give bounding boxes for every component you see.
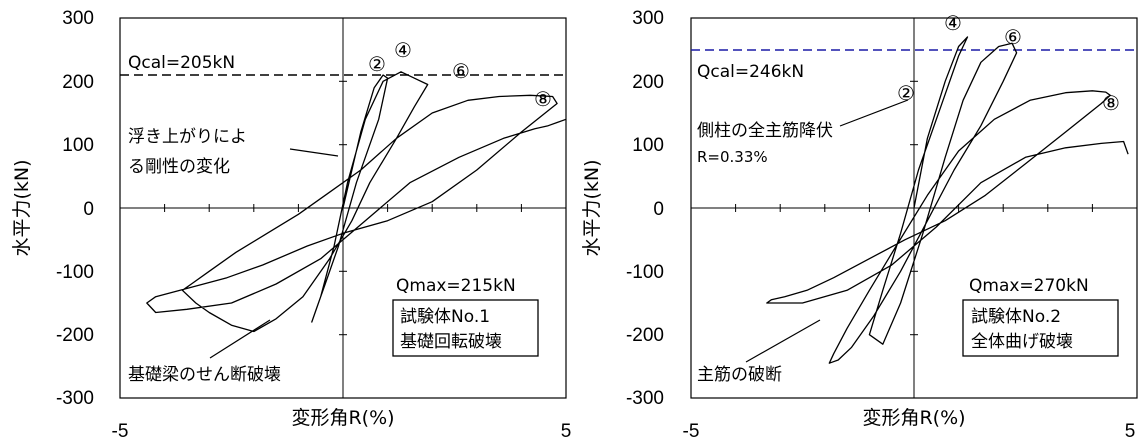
y-tick-neg200: -200 [56, 325, 94, 346]
y-tick-100: 100 [632, 135, 664, 156]
uplift-leader [289, 148, 339, 157]
rebar-break-leader [745, 319, 821, 363]
y-tick-300: 300 [62, 8, 94, 29]
x-minor-ticks [164, 204, 522, 212]
beam-shear-leader [209, 319, 271, 359]
cycle-marker-2: ② [897, 81, 915, 105]
y-tick-0: 0 [653, 199, 664, 220]
y-tick-0: 0 [83, 199, 94, 220]
cycle-marker-8: ⑧ [534, 87, 552, 111]
yield-leader [839, 99, 909, 127]
y-tick-200: 200 [632, 72, 664, 93]
hysteresis-curve [766, 36, 1129, 364]
specimen-box-line2: 全体曲げ破壊 [971, 332, 1073, 352]
qmax-label: Qmax=215kN [396, 276, 516, 296]
cycle-marker-4: ④ [944, 11, 962, 35]
y-axis-label: 水平力(kN) [11, 159, 33, 256]
chart-left: 300 200 100 0 -100 -200 -300 -5 5 変形角R(%… [11, 8, 571, 440]
cycle-marker-8: ⑧ [1102, 91, 1120, 115]
yield-note-line2: R=0.33% [697, 148, 768, 166]
y-axis-label: 水平力(kN) [581, 159, 603, 256]
uplift-note-line2: る剛性の変化 [128, 157, 230, 177]
cycle-marker-6: ⑥ [452, 59, 470, 83]
specimen-box-line1: 試験体No.2 [971, 307, 1061, 327]
qcal-label: Qcal=246kN [697, 62, 804, 82]
y-tick-neg300: -300 [626, 388, 664, 409]
cycle-marker-6: ⑥ [1004, 25, 1022, 49]
specimen-box-line1: 試験体No.1 [400, 307, 490, 327]
x-axis-label: 変形角R(%) [291, 407, 394, 429]
y-tick-neg300: -300 [56, 388, 94, 409]
y-tick-300: 300 [632, 8, 664, 29]
x-tick-neg5: -5 [683, 421, 700, 440]
y-tick-100: 100 [62, 135, 94, 156]
y-tick-neg200: -200 [626, 325, 664, 346]
beam-shear-note: 基礎梁のせん断破壊 [128, 365, 281, 385]
x-tick-5: 5 [1125, 421, 1136, 440]
qmax-label: Qmax=270kN [969, 276, 1089, 296]
cycle-marker-2: ② [368, 52, 386, 76]
specimen-box [962, 299, 1119, 357]
y-minor-ticks [339, 80, 347, 336]
uplift-note-line1: 浮き上がりによ [128, 127, 247, 147]
y-tick-neg100: -100 [56, 262, 94, 283]
hysteresis-curve [146, 71, 567, 333]
x-tick-neg5: -5 [112, 421, 129, 440]
chart-right: 300 200 100 0 -100 -200 -300 -5 5 変形角R(%… [581, 8, 1138, 440]
x-tick-5: 5 [561, 421, 572, 440]
y-tick-neg100: -100 [626, 262, 664, 283]
y-tick-200: 200 [62, 72, 94, 93]
yield-note-line1: 側柱の全主筋降伏 [697, 121, 833, 141]
cycle-marker-4: ④ [394, 38, 412, 62]
specimen-box-line2: 基礎回転破壊 [400, 332, 502, 352]
rebar-break-note: 主筋の破断 [697, 365, 782, 385]
x-axis-label: 変形角R(%) [862, 407, 965, 429]
specimen-box [392, 299, 539, 357]
qcal-label: Qcal=205kN [128, 53, 235, 73]
